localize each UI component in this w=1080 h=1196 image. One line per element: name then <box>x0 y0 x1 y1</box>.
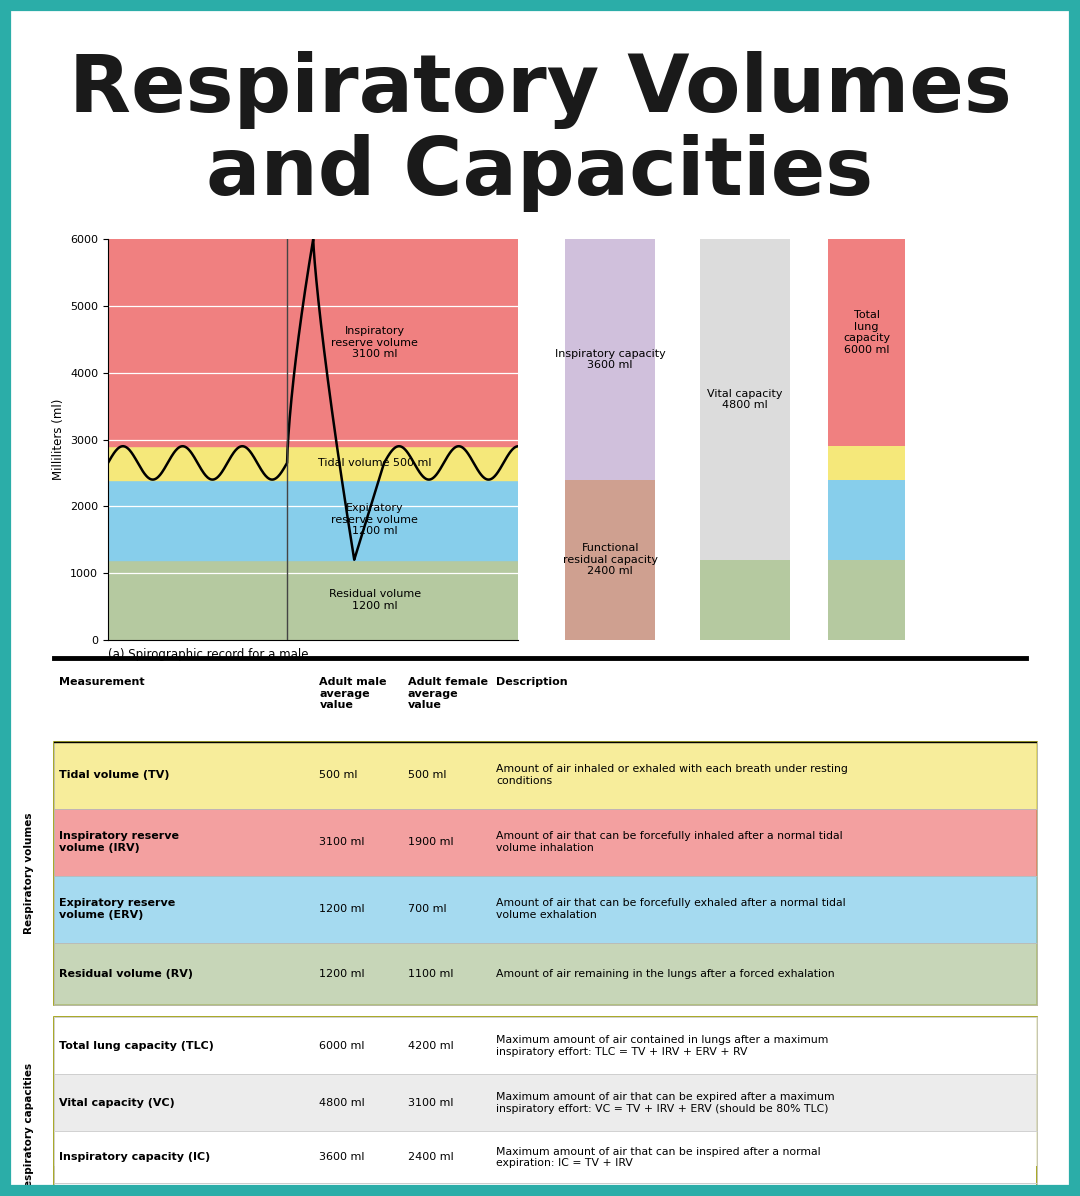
Text: Measurement: Measurement <box>59 677 145 688</box>
Text: Adult female
average
value: Adult female average value <box>408 677 488 710</box>
Text: Amount of air remaining in the lungs after a forced exhalation: Amount of air remaining in the lungs aft… <box>497 969 835 978</box>
Bar <box>54 875 1037 942</box>
Bar <box>54 742 1037 808</box>
Bar <box>54 1074 1037 1131</box>
Bar <box>828 480 905 560</box>
Text: 3600 ml: 3600 ml <box>320 1153 365 1163</box>
Text: (a) Spirographic record for a male: (a) Spirographic record for a male <box>108 648 309 661</box>
Text: Total
lung
capacity
6000 ml: Total lung capacity 6000 ml <box>843 310 890 355</box>
Text: Maximum amount of air that can be expired after a maximum
inspiratory effort: VC: Maximum amount of air that can be expire… <box>497 1092 835 1113</box>
Bar <box>700 560 791 640</box>
Text: Tidal volume (TV): Tidal volume (TV) <box>59 770 170 780</box>
Text: 700 ml: 700 ml <box>408 904 446 914</box>
Bar <box>54 942 1037 1005</box>
Text: Functional
residual capacity
2400 ml: Functional residual capacity 2400 ml <box>563 543 658 576</box>
Text: Maximum amount of air contained in lungs after a maximum
inspiratory effort: TLC: Maximum amount of air contained in lungs… <box>497 1035 828 1056</box>
Text: Vital capacity
4800 ml: Vital capacity 4800 ml <box>707 389 783 410</box>
Text: 1900 ml: 1900 ml <box>408 837 454 847</box>
Bar <box>108 446 518 480</box>
Text: Inspiratory capacity
3600 ml: Inspiratory capacity 3600 ml <box>555 348 665 371</box>
Text: 4800 ml: 4800 ml <box>320 1098 365 1107</box>
Text: Expiratory
reserve volume
1200 ml: Expiratory reserve volume 1200 ml <box>332 504 418 536</box>
Text: Respiratory volumes: Respiratory volumes <box>25 812 35 934</box>
Bar <box>54 1184 1037 1196</box>
Bar <box>828 239 905 446</box>
Bar <box>565 480 656 640</box>
Text: and Capacities: and Capacities <box>206 134 874 213</box>
Text: Amount of air inhaled or exhaled with each breath under resting
conditions: Amount of air inhaled or exhaled with ea… <box>497 764 848 786</box>
Text: Residual volume
1200 ml: Residual volume 1200 ml <box>328 588 421 611</box>
Text: Amount of air that can be forcefully exhaled after a normal tidal
volume exhalat: Amount of air that can be forcefully exh… <box>497 898 846 920</box>
Text: Inspiratory capacity (IC): Inspiratory capacity (IC) <box>59 1153 211 1163</box>
Bar <box>54 1184 1037 1196</box>
Bar <box>54 1131 1037 1184</box>
Text: 1200 ml: 1200 ml <box>320 969 365 978</box>
Text: 1200 ml: 1200 ml <box>320 904 365 914</box>
Text: Inspiratory reserve
volume (IRV): Inspiratory reserve volume (IRV) <box>59 831 179 853</box>
Text: Vital capacity (VC): Vital capacity (VC) <box>59 1098 175 1107</box>
Text: 3100 ml: 3100 ml <box>320 837 365 847</box>
Bar <box>700 239 791 560</box>
Text: 2400 ml: 2400 ml <box>408 1153 454 1163</box>
Text: 1100 ml: 1100 ml <box>408 969 454 978</box>
Bar <box>54 1131 1037 1184</box>
Bar <box>54 742 1037 808</box>
Text: Respiratory Volumes: Respiratory Volumes <box>68 50 1012 129</box>
Bar <box>54 1017 1037 1074</box>
Bar <box>54 1074 1037 1131</box>
Bar <box>54 1017 1037 1074</box>
Bar <box>54 742 1037 1005</box>
Bar <box>54 808 1037 875</box>
Text: 500 ml: 500 ml <box>320 770 357 780</box>
Bar <box>54 808 1037 875</box>
Bar <box>54 1017 1037 1196</box>
Text: Residual volume (RV): Residual volume (RV) <box>59 969 193 978</box>
Bar <box>565 239 656 480</box>
Text: Description: Description <box>497 677 568 688</box>
Text: Expiratory reserve
volume (ERV): Expiratory reserve volume (ERV) <box>59 898 175 920</box>
Text: Tidal volume 500 ml: Tidal volume 500 ml <box>318 458 432 468</box>
Bar <box>54 875 1037 942</box>
Bar <box>108 480 518 560</box>
Text: 4200 ml: 4200 ml <box>408 1041 454 1051</box>
Text: 3100 ml: 3100 ml <box>408 1098 454 1107</box>
Bar <box>108 560 518 640</box>
Bar <box>828 446 905 480</box>
Bar <box>108 239 518 446</box>
Text: Adult male
average
value: Adult male average value <box>320 677 387 710</box>
Text: Maximum amount of air that can be inspired after a normal
expiration: IC = TV + : Maximum amount of air that can be inspir… <box>497 1147 821 1168</box>
Bar <box>828 560 905 640</box>
Text: Inspiratory
reserve volume
3100 ml: Inspiratory reserve volume 3100 ml <box>332 327 418 359</box>
Text: 6000 ml: 6000 ml <box>320 1041 365 1051</box>
Text: Total lung capacity (TLC): Total lung capacity (TLC) <box>59 1041 214 1051</box>
Text: Amount of air that can be forcefully inhaled after a normal tidal
volume inhalat: Amount of air that can be forcefully inh… <box>497 831 842 853</box>
Bar <box>54 942 1037 1005</box>
Text: Respiratory capacities: Respiratory capacities <box>25 1063 35 1195</box>
Y-axis label: Milliliters (ml): Milliliters (ml) <box>52 398 65 481</box>
Text: 500 ml: 500 ml <box>408 770 446 780</box>
